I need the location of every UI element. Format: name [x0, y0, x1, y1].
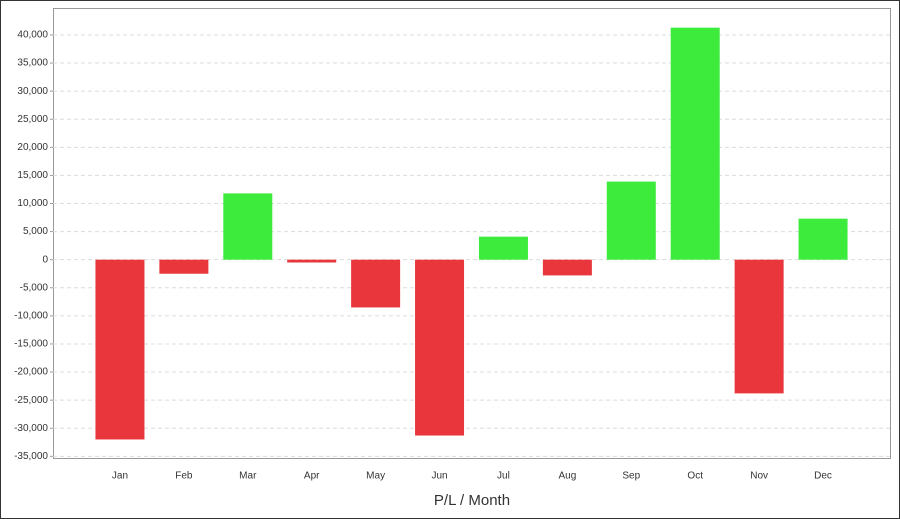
y-tick-label: 10,000 [17, 198, 48, 209]
x-tick-label: Dec [814, 471, 832, 482]
y-tick-label: 35,000 [17, 58, 48, 69]
y-tick-label: 30,000 [17, 86, 48, 97]
x-tick-label: Jan [112, 471, 128, 482]
bar [159, 259, 209, 274]
y-tick-label: -35,000 [14, 451, 48, 462]
y-tick-label: -15,000 [14, 339, 48, 350]
y-tick-label: -5,000 [20, 282, 49, 293]
y-tick-label: 5,000 [23, 226, 48, 237]
bar [351, 259, 401, 308]
x-axis-label: P/L / Month [434, 492, 510, 509]
y-tick-label: 0 [42, 254, 48, 265]
bar [223, 193, 273, 260]
x-tick-label: Sep [622, 471, 640, 482]
y-tick-label: 20,000 [17, 142, 48, 153]
bar [542, 259, 592, 276]
x-tick-label: May [366, 471, 385, 482]
bar [734, 259, 784, 394]
x-tick-label: Mar [239, 471, 257, 482]
bar [478, 236, 528, 260]
bar [798, 218, 848, 260]
y-tick-label: 25,000 [17, 114, 48, 125]
x-tick-label: Oct [687, 471, 703, 482]
y-tick-label: -30,000 [14, 423, 48, 434]
x-tick-label: Feb [175, 471, 193, 482]
x-tick-label: Apr [304, 471, 320, 482]
x-tick-label: Nov [750, 471, 768, 482]
x-tick-label: Jun [431, 471, 447, 482]
y-tick-label: -20,000 [14, 367, 48, 378]
bar [287, 259, 337, 263]
y-tick-label: 40,000 [17, 30, 48, 41]
x-tick-label: Aug [558, 471, 576, 482]
bar [670, 27, 720, 260]
x-tick-label: Jul [497, 471, 510, 482]
y-tick-label: -10,000 [14, 311, 48, 322]
bar [95, 259, 145, 440]
bar [415, 259, 465, 436]
bar [606, 181, 656, 260]
y-tick-label: -25,000 [14, 395, 48, 406]
y-tick-label: 15,000 [17, 170, 48, 181]
